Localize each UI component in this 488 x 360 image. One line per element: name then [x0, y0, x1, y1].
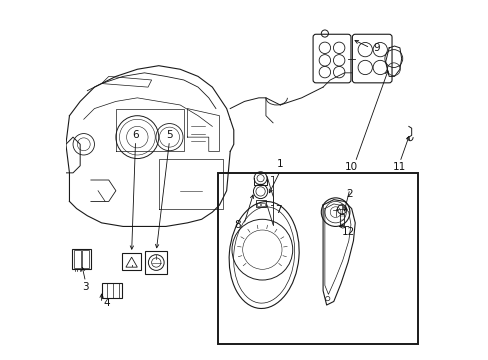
Text: 3: 3 — [82, 282, 89, 292]
Text: 11: 11 — [392, 162, 406, 172]
Bar — [72, 249, 91, 269]
Text: 7: 7 — [275, 205, 281, 215]
Bar — [217, 173, 417, 344]
Text: 5: 5 — [166, 130, 172, 140]
Text: 9: 9 — [373, 43, 379, 53]
Text: 6: 6 — [132, 130, 139, 140]
Bar — [261, 203, 264, 206]
Text: 1: 1 — [276, 159, 283, 169]
Bar — [255, 200, 265, 207]
Text: 8: 8 — [234, 220, 240, 230]
Text: 4: 4 — [103, 298, 110, 308]
Text: 12: 12 — [341, 227, 354, 237]
Text: 10: 10 — [345, 162, 358, 172]
Text: 2: 2 — [346, 189, 352, 199]
Bar — [122, 253, 141, 270]
Bar — [74, 250, 81, 268]
Bar — [102, 283, 122, 298]
Bar — [145, 251, 167, 274]
Bar — [256, 203, 260, 206]
Bar — [81, 250, 89, 268]
